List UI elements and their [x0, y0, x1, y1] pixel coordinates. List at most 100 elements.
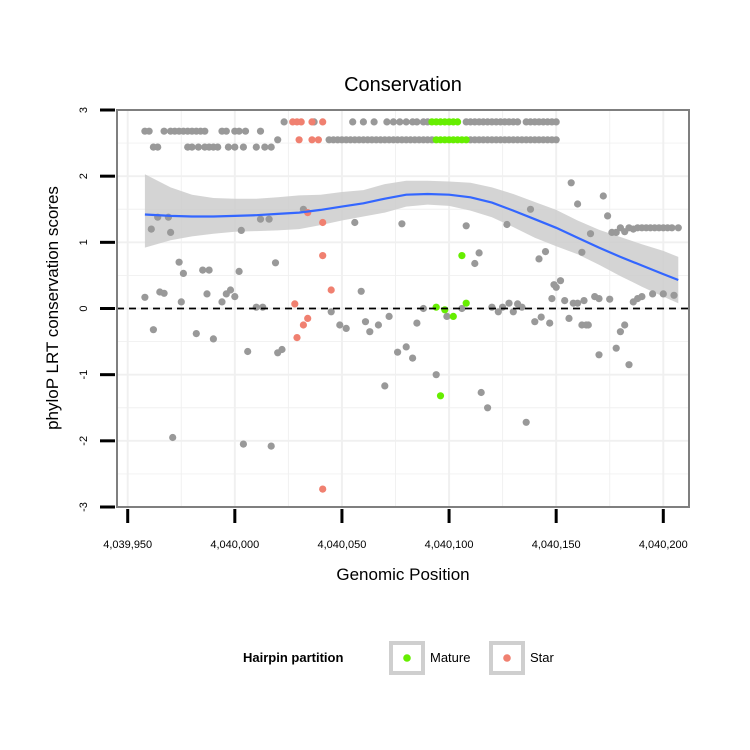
- data-point-other: [359, 118, 367, 126]
- data-point-other: [366, 328, 374, 336]
- data-point-star: [293, 334, 301, 342]
- data-point-other: [462, 222, 470, 230]
- data-point-other: [604, 212, 612, 220]
- data-point-star: [327, 286, 335, 294]
- y-tick-label: -1: [78, 370, 90, 380]
- data-point-other: [278, 345, 286, 354]
- data-point-star: [314, 136, 322, 144]
- y-tick-label: 0: [78, 305, 90, 311]
- data-point-other: [580, 297, 588, 305]
- data-point-star: [295, 136, 303, 144]
- data-point-other: [177, 298, 185, 306]
- data-point-other: [256, 127, 265, 135]
- data-point-other: [471, 259, 479, 268]
- data-point-other: [235, 267, 243, 275]
- data-point-other: [336, 321, 344, 329]
- y-tick-label: -3: [78, 502, 90, 512]
- data-point-other: [274, 136, 282, 144]
- data-point-other: [556, 277, 565, 285]
- data-point-other: [505, 299, 513, 307]
- data-point-other: [674, 224, 682, 232]
- chart-title: Conservation: [344, 74, 462, 96]
- data-point-star: [299, 321, 307, 329]
- data-point-other: [477, 388, 485, 397]
- data-point-other: [201, 127, 209, 135]
- data-point-other: [175, 258, 183, 266]
- data-point-other: [239, 440, 247, 448]
- data-point-other: [224, 143, 232, 151]
- data-point-other: [409, 354, 417, 362]
- data-point-star: [319, 118, 327, 126]
- data-point-mature: [462, 136, 470, 144]
- data-point-other: [488, 303, 496, 311]
- data-point-other: [199, 266, 207, 274]
- data-point-mature: [432, 303, 440, 311]
- data-point-other: [499, 303, 507, 311]
- data-point-other: [231, 293, 239, 301]
- data-point-other: [475, 249, 483, 257]
- data-point-other: [381, 382, 389, 390]
- data-point-other: [649, 290, 657, 298]
- data-points: [141, 118, 682, 493]
- data-point-other: [552, 283, 560, 291]
- data-point-other: [396, 118, 404, 126]
- data-point-other: [154, 143, 162, 151]
- data-point-other: [402, 118, 410, 126]
- data-point-other: [503, 220, 511, 229]
- data-point-other: [526, 205, 535, 213]
- data-point-mature: [458, 252, 466, 260]
- data-point-star: [319, 252, 327, 260]
- data-point-other: [574, 299, 582, 307]
- x-tick-label: 4,040,100: [425, 539, 474, 551]
- data-point-other: [443, 312, 451, 320]
- data-point-other: [226, 286, 235, 294]
- x-tick-label: 4,040,050: [317, 539, 366, 551]
- data-point-other: [194, 143, 202, 151]
- data-point-other: [169, 433, 177, 442]
- data-point-other: [612, 344, 620, 352]
- data-point-other: [252, 303, 260, 311]
- data-point-other: [357, 287, 365, 295]
- legend-item-star: Star: [489, 641, 555, 675]
- y-tick-label: -2: [78, 436, 90, 446]
- data-point-other: [578, 248, 586, 256]
- data-point-other: [546, 319, 554, 327]
- data-point-other: [235, 127, 243, 135]
- data-point-other: [265, 215, 273, 223]
- data-point-other: [541, 248, 550, 256]
- legend-item-mature: Mature: [389, 641, 470, 675]
- data-point-other: [361, 318, 370, 326]
- smooth-trend-line: [144, 192, 679, 282]
- data-point-other: [595, 351, 603, 359]
- data-point-other: [561, 297, 569, 305]
- data-point-other: [565, 314, 573, 322]
- data-point-other: [241, 127, 250, 135]
- legend-title: Hairpin partition: [243, 650, 343, 665]
- data-point-other: [413, 319, 421, 327]
- data-point-other: [145, 127, 153, 135]
- data-point-other: [349, 118, 357, 126]
- panel-border: [116, 109, 690, 508]
- data-point-other: [548, 295, 556, 303]
- x-tick-label: 4,039,950: [103, 539, 152, 551]
- data-point-other: [374, 321, 382, 329]
- data-point-other: [638, 293, 646, 301]
- data-point-other: [606, 295, 614, 303]
- data-point-star: [304, 314, 312, 322]
- data-point-other: [398, 220, 406, 228]
- confidence-band: [144, 174, 679, 304]
- data-point-other: [256, 215, 265, 223]
- data-point-other: [160, 127, 168, 135]
- data-point-other: [218, 298, 226, 306]
- data-point-other: [668, 224, 676, 232]
- data-point-other: [621, 321, 629, 329]
- data-point-other: [231, 143, 239, 151]
- data-point-other: [514, 118, 522, 126]
- data-point-mature: [462, 299, 470, 307]
- data-point-other: [552, 136, 560, 144]
- data-point-other: [179, 269, 187, 277]
- data-point-other: [509, 308, 517, 316]
- data-point-other: [342, 324, 350, 332]
- legend-swatch-star: [503, 654, 511, 662]
